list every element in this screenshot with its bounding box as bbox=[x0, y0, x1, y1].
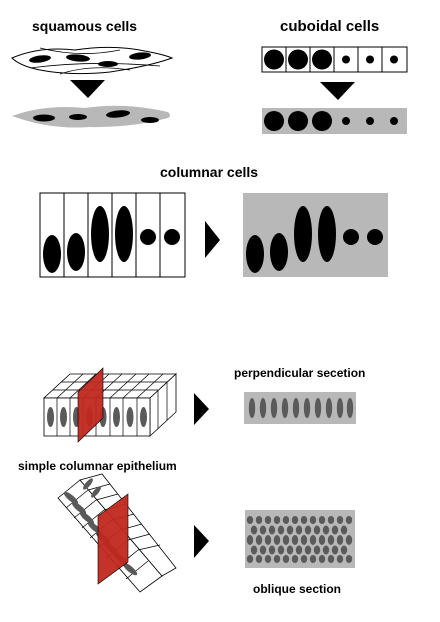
section-nucleus bbox=[264, 555, 272, 563]
section-nucleus bbox=[336, 535, 344, 545]
section-nucleus bbox=[282, 555, 290, 563]
perpendicular-section-label: perpendicular secetion bbox=[234, 366, 366, 380]
section-nucleus bbox=[300, 535, 308, 545]
section-nucleus bbox=[331, 525, 339, 535]
section-nucleus bbox=[259, 545, 267, 555]
section-nucleus bbox=[313, 545, 321, 555]
section-nucleus bbox=[327, 535, 335, 545]
section-nucleus bbox=[313, 525, 321, 535]
section-nucleus bbox=[291, 555, 299, 563]
section-nucleus bbox=[295, 525, 303, 535]
oblique-section-nuclei bbox=[246, 516, 353, 563]
cuboidal-cells-drawing bbox=[261, 46, 408, 73]
section-nucleus bbox=[340, 525, 348, 535]
section-nucleus bbox=[345, 535, 353, 545]
section-nucleus bbox=[286, 545, 294, 555]
section-nucleus bbox=[246, 555, 254, 563]
section-nucleus bbox=[309, 555, 317, 563]
cuboidal-cells-label: cuboidal cells bbox=[280, 18, 380, 35]
cuboidal-tissue-drawing bbox=[262, 108, 407, 134]
section-nucleus bbox=[250, 545, 258, 555]
section-nucleus bbox=[309, 535, 317, 545]
simple-columnar-epithelium-label: simple columnar epithelium bbox=[18, 459, 177, 473]
section-nucleus bbox=[277, 525, 285, 535]
section-nucleus bbox=[273, 516, 281, 524]
section-nucleus bbox=[250, 525, 258, 535]
cut-plane bbox=[98, 494, 128, 584]
perpendicular-section-drawing bbox=[244, 392, 356, 424]
section-nucleus bbox=[255, 555, 263, 563]
section-nucleus bbox=[340, 545, 348, 555]
section-nucleus bbox=[255, 535, 263, 545]
section-nucleus bbox=[273, 535, 281, 545]
section-nucleus bbox=[331, 545, 339, 555]
oblique-section-drawing bbox=[245, 510, 355, 568]
section-nucleus bbox=[268, 525, 276, 535]
arrowhead-icon bbox=[70, 80, 105, 98]
section-nucleus bbox=[322, 525, 330, 535]
section-nucleus bbox=[295, 545, 303, 555]
section-nucleus bbox=[246, 535, 254, 545]
section-nucleus bbox=[300, 516, 308, 524]
oblique-section-label: oblique section bbox=[253, 582, 342, 596]
section-nucleus bbox=[291, 535, 299, 545]
section-nucleus bbox=[327, 555, 335, 563]
section-nucleus bbox=[327, 516, 335, 524]
section-nucleus bbox=[336, 516, 344, 524]
section-nucleus bbox=[246, 516, 254, 524]
section-nucleus bbox=[304, 525, 312, 535]
section-nucleus bbox=[322, 545, 330, 555]
section-nucleus bbox=[273, 555, 281, 563]
columnar-cells-label: columnar cells bbox=[160, 164, 259, 180]
arrowhead-icon bbox=[194, 525, 209, 558]
squamous-tissue-drawing bbox=[12, 105, 170, 128]
section-nucleus bbox=[255, 516, 263, 524]
section-nucleus bbox=[309, 516, 317, 524]
arrowhead-icon bbox=[320, 82, 355, 100]
section-nucleus bbox=[282, 516, 290, 524]
section-nucleus bbox=[300, 555, 308, 563]
section-nucleus bbox=[264, 516, 272, 524]
arrowhead-icon bbox=[194, 393, 209, 425]
section-nucleus bbox=[277, 545, 285, 555]
arrowhead-icon bbox=[205, 221, 220, 258]
section-nucleus bbox=[286, 525, 294, 535]
section-nucleus bbox=[318, 535, 326, 545]
section-nucleus bbox=[336, 555, 344, 563]
epithelium-block-oblique bbox=[57, 473, 177, 593]
epithelium-block-perpendicular bbox=[42, 367, 178, 443]
section-nucleus bbox=[259, 525, 267, 535]
section-nucleus bbox=[318, 516, 326, 524]
section-nucleus bbox=[264, 535, 272, 545]
columnar-tissue-drawing bbox=[243, 193, 388, 277]
section-nucleus bbox=[345, 516, 353, 524]
columnar-cells-drawing bbox=[39, 192, 186, 278]
cut-plane bbox=[78, 368, 103, 442]
squamous-cells-drawing bbox=[11, 46, 174, 75]
section-nucleus bbox=[318, 555, 326, 563]
section-nucleus bbox=[268, 545, 276, 555]
squamous-cells-label: squamous cells bbox=[32, 18, 138, 34]
section-nucleus bbox=[291, 516, 299, 524]
section-nucleus bbox=[345, 555, 353, 563]
section-nucleus bbox=[282, 535, 290, 545]
section-nucleus bbox=[304, 545, 312, 555]
